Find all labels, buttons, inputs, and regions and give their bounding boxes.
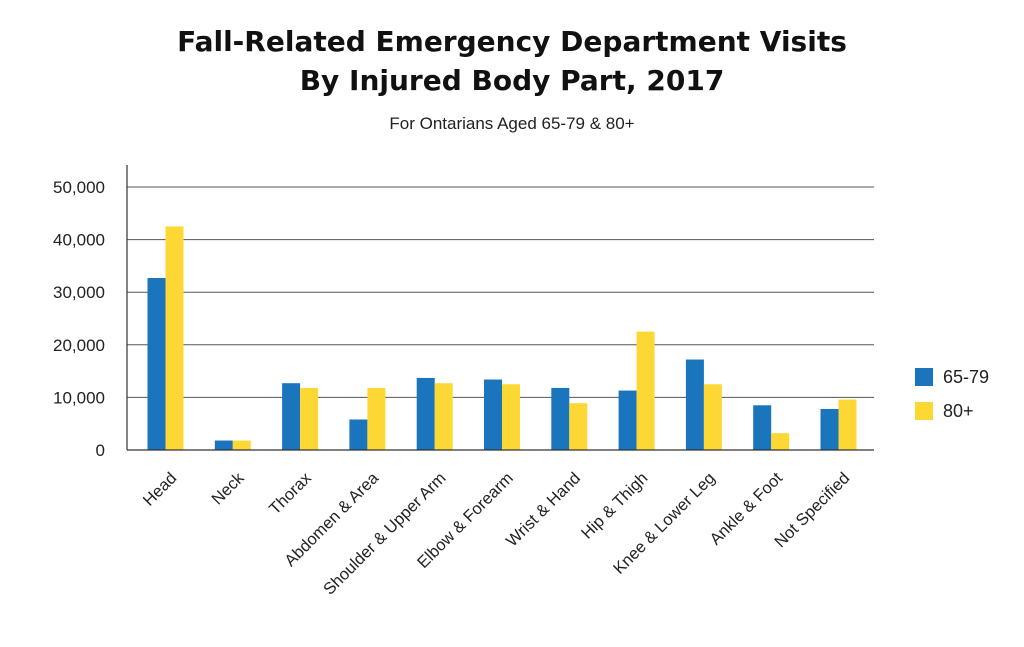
bar-65-79 (147, 277, 166, 450)
legend: 65-79 80+ (915, 367, 989, 421)
bar-80-plus (636, 331, 655, 450)
legend-swatch-80-plus (915, 402, 933, 420)
bar-65-79 (753, 405, 772, 450)
x-category-label: Head (140, 469, 181, 510)
legend-label: 80+ (943, 401, 974, 421)
chart-title-line-1: Fall-Related Emergency Department Visits (177, 25, 847, 58)
y-tick-label: 50,000 (53, 178, 105, 197)
chart-title-line-2: By Injured Body Part, 2017 (299, 64, 725, 97)
bar-65-79 (618, 390, 637, 450)
y-tick-label: 20,000 (53, 336, 105, 355)
bar-65-79 (416, 377, 435, 450)
bar-80-plus (703, 384, 722, 450)
bar-80-plus (367, 387, 386, 450)
bars (147, 226, 857, 450)
y-tick-label: 10,000 (53, 388, 105, 407)
bar-65-79 (214, 440, 233, 450)
x-category-label: Hip & Thigh (578, 469, 651, 542)
bar-80-plus (771, 433, 790, 450)
bar-80-plus (300, 387, 319, 450)
bar-80-plus (165, 226, 184, 450)
y-tick-label: 40,000 (53, 231, 105, 250)
bar-80-plus (838, 399, 857, 450)
bar-65-79 (551, 387, 570, 450)
y-tick-label: 30,000 (53, 283, 105, 302)
gridlines (127, 186, 874, 398)
bar-80-plus (232, 440, 251, 450)
bar-80-plus (502, 384, 520, 450)
bar-65-79 (685, 359, 704, 450)
bar-65-79 (484, 379, 502, 450)
legend-label: 65-79 (943, 367, 989, 387)
x-category-label: Thorax (266, 469, 316, 519)
bar-65-79 (349, 419, 368, 450)
axes (126, 165, 874, 451)
chart-subtitle: For Ontarians Aged 65-79 & 80+ (389, 114, 635, 133)
chart-title: Fall-Related Emergency Department Visits… (0, 22, 1024, 100)
x-category-label: Shoulder & Upper Arm (320, 469, 449, 598)
y-tick-label: 0 (96, 441, 105, 460)
bar-65-79 (282, 383, 301, 450)
y-axis-tick-labels: 0 10,000 20,000 30,000 40,000 50,000 (53, 178, 105, 460)
x-category-label: Neck (208, 469, 248, 509)
bar-80-plus (569, 403, 588, 450)
bar-65-79 (820, 408, 839, 450)
legend-swatch-65-79 (915, 368, 933, 386)
bar-80-plus (434, 383, 453, 450)
